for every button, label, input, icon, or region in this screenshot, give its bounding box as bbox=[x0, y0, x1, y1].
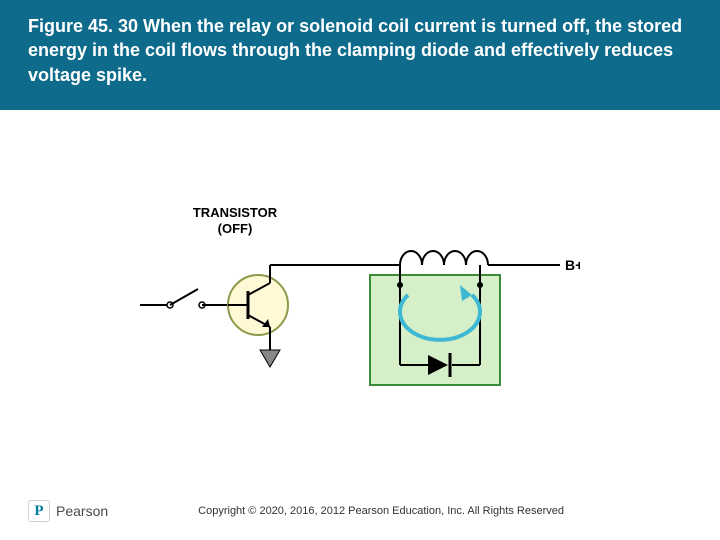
circuit-svg: TRANSISTOR (OFF) B+ bbox=[140, 195, 580, 415]
transistor-label-2: (OFF) bbox=[218, 221, 253, 236]
ground-icon bbox=[260, 350, 280, 367]
coil-icon bbox=[400, 251, 488, 265]
logo-text: Pearson bbox=[56, 503, 108, 519]
figure-caption: Figure 45. 30 When the relay or solenoid… bbox=[28, 14, 692, 87]
header-band: Figure 45. 30 When the relay or solenoid… bbox=[0, 0, 720, 110]
bplus-label: B+ bbox=[565, 257, 580, 273]
transistor-label-1: TRANSISTOR bbox=[193, 205, 278, 220]
logo-mark: P bbox=[28, 500, 50, 522]
footer: P Pearson Copyright © 2020, 2016, 2012 P… bbox=[0, 500, 720, 522]
circuit-diagram: TRANSISTOR (OFF) B+ bbox=[0, 130, 720, 480]
logo-letter: P bbox=[34, 503, 43, 520]
copyright-text: Copyright © 2020, 2016, 2012 Pearson Edu… bbox=[198, 505, 564, 517]
switch-arm bbox=[170, 289, 198, 305]
publisher-logo: P Pearson bbox=[28, 500, 108, 522]
